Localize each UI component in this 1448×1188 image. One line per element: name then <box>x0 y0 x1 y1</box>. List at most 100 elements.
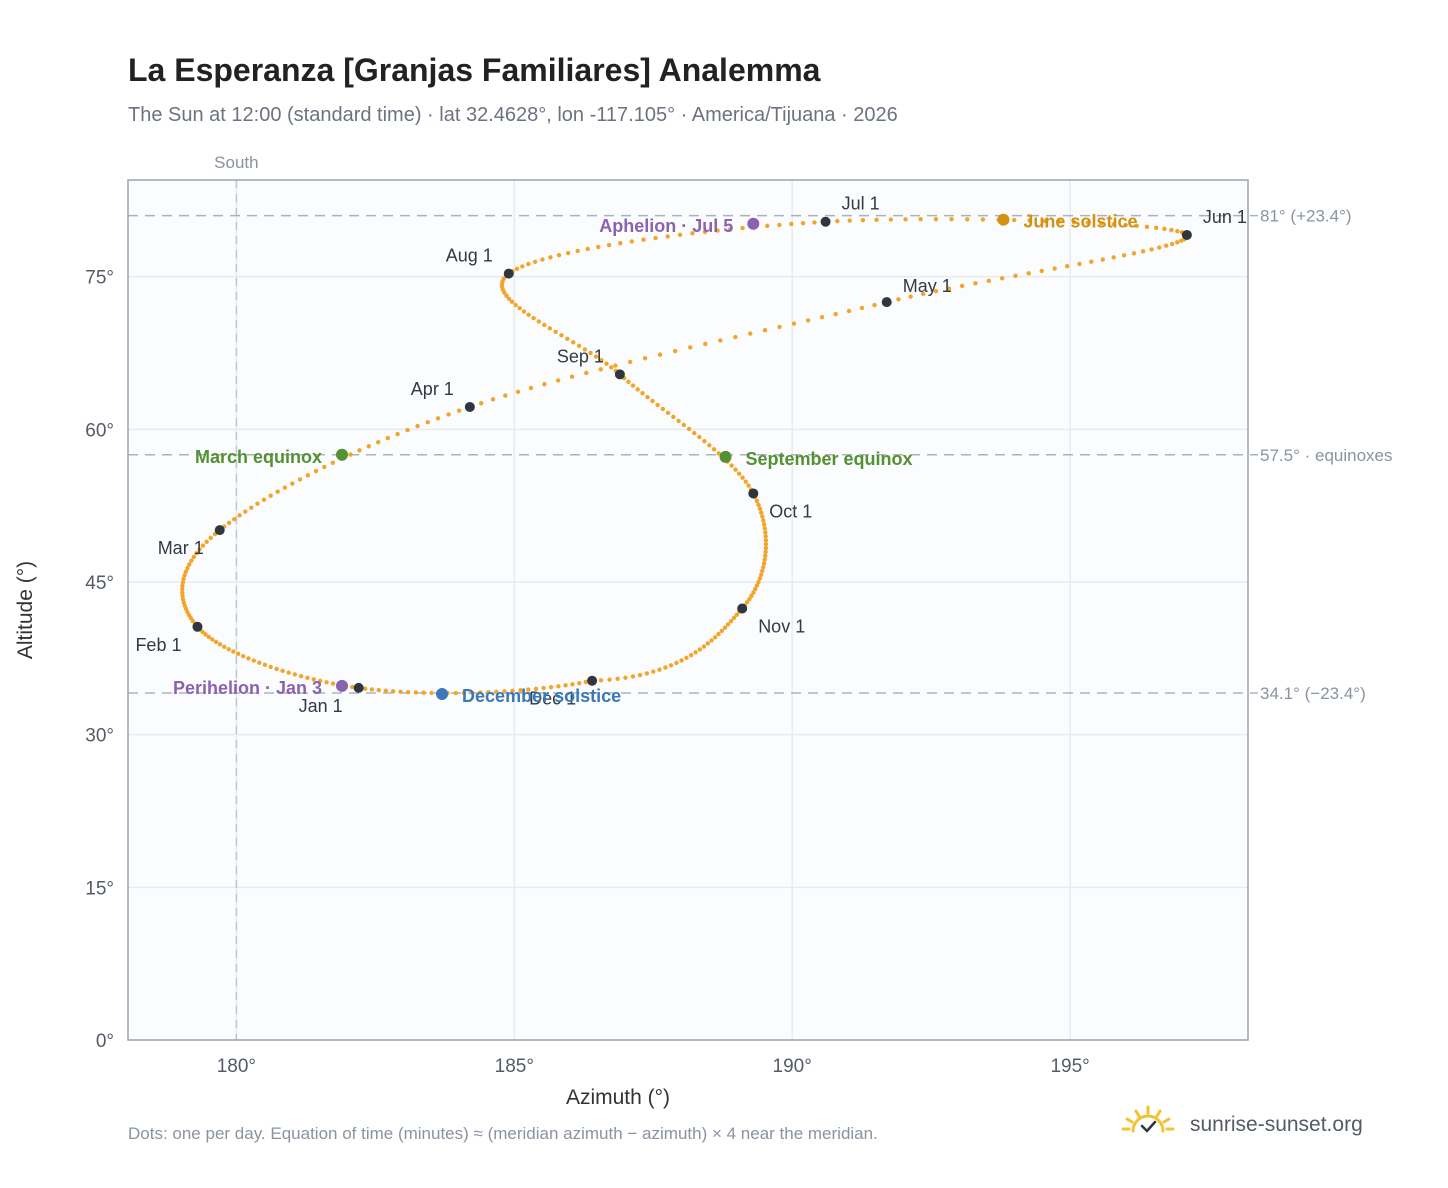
daily-dot <box>222 644 227 649</box>
daily-dot <box>241 653 246 659</box>
daily-dot <box>1042 218 1047 224</box>
month-marker <box>614 369 625 380</box>
daily-dot <box>1163 243 1169 248</box>
month-marker <box>748 488 759 499</box>
daily-dot <box>872 302 877 308</box>
daily-dot <box>180 587 185 592</box>
month-marker <box>1181 229 1192 240</box>
brand-logo[interactable]: sunrise-sunset.org <box>1118 1104 1388 1144</box>
daily-dot <box>657 667 662 672</box>
daily-dot <box>651 669 656 674</box>
daily-dot <box>268 493 273 498</box>
y-tick-label: 75° <box>85 268 114 289</box>
daily-dot <box>521 309 527 314</box>
daily-dot <box>731 615 737 621</box>
daily-dot <box>986 278 991 283</box>
daily-dot <box>999 276 1005 281</box>
altitude-reference-label: 34.1° (−23.4°) <box>1260 684 1366 703</box>
daily-dot <box>203 632 208 637</box>
footnote: Dots: one per day. Equation of time (min… <box>128 1124 878 1143</box>
daily-dot <box>791 321 797 326</box>
event-marker <box>997 213 1010 226</box>
daily-dot <box>313 468 319 474</box>
daily-dot <box>874 217 879 223</box>
daily-dot <box>583 679 589 685</box>
daily-dot <box>727 227 733 232</box>
daily-dot <box>553 329 558 335</box>
daily-dot <box>518 688 523 693</box>
daily-dot <box>1149 247 1154 252</box>
daily-dot <box>716 631 721 637</box>
sun-logo-icon <box>1121 1105 1175 1133</box>
daily-dot <box>317 678 323 684</box>
y-tick-label: 15° <box>85 878 114 899</box>
daily-dot <box>707 443 712 448</box>
daily-dot <box>506 296 512 301</box>
daily-dot <box>642 356 648 361</box>
x-tick-label: 195° <box>1050 1056 1089 1077</box>
daily-dot <box>520 264 525 269</box>
daily-dot <box>598 367 603 372</box>
daily-dot <box>679 658 684 663</box>
south-label: South <box>214 153 258 172</box>
daily-dot <box>757 576 763 581</box>
daily-dot <box>290 481 295 486</box>
daily-dot <box>180 597 186 602</box>
daily-dot <box>759 510 764 515</box>
daily-dot <box>1100 257 1105 262</box>
daily-dot <box>565 336 570 342</box>
daily-dot <box>657 352 663 357</box>
daily-dot <box>748 331 753 336</box>
daily-dot <box>599 357 604 363</box>
daily-dot <box>715 228 720 233</box>
altitude-reference-label: 81° (+23.4°) <box>1260 207 1352 226</box>
daily-dot <box>189 558 194 563</box>
daily-dot <box>494 689 499 695</box>
daily-dot <box>1134 223 1139 229</box>
daily-dot <box>819 315 825 320</box>
daily-dot <box>588 350 593 356</box>
daily-dot <box>702 438 707 444</box>
daily-dot <box>542 322 547 328</box>
daily-dot <box>330 681 336 686</box>
daily-dot <box>405 689 411 695</box>
daily-dot <box>1039 268 1044 274</box>
daily-dot <box>758 572 764 577</box>
daily-dot <box>180 583 185 589</box>
daily-dot <box>763 553 768 559</box>
daily-dot <box>204 539 209 544</box>
month-label: Jun 1 <box>1203 207 1247 227</box>
daily-dot <box>324 680 329 685</box>
daily-dot <box>385 435 391 441</box>
daily-dot <box>705 641 710 646</box>
daily-dot <box>847 218 852 223</box>
event-marker <box>436 687 449 700</box>
daily-dot <box>763 530 768 535</box>
daily-dot <box>1052 266 1057 271</box>
daily-dot <box>692 430 697 436</box>
daily-dot <box>613 363 618 368</box>
daily-dot <box>812 220 817 225</box>
daily-dot <box>274 666 279 672</box>
x-axis-label: Azimuth (°) <box>566 1086 670 1109</box>
daily-dot <box>515 389 521 394</box>
month-label: Aug 1 <box>446 246 493 266</box>
daily-dot <box>761 522 767 527</box>
daily-dot <box>761 518 766 523</box>
daily-dot <box>763 534 768 539</box>
daily-dot <box>835 218 840 224</box>
daily-dot <box>933 216 939 222</box>
daily-dot <box>305 473 311 478</box>
event-label: December solstice <box>462 686 621 706</box>
month-marker <box>214 525 225 536</box>
daily-dot <box>959 283 965 289</box>
daily-dot <box>350 684 355 690</box>
y-tick-label: 60° <box>85 420 114 441</box>
daily-dot <box>348 452 353 457</box>
daily-dot <box>1089 259 1094 264</box>
daily-dot <box>1064 264 1070 269</box>
daily-dot <box>1169 227 1174 233</box>
daily-dot <box>949 217 954 222</box>
daily-dot <box>1162 226 1167 232</box>
daily-dot <box>541 685 546 691</box>
